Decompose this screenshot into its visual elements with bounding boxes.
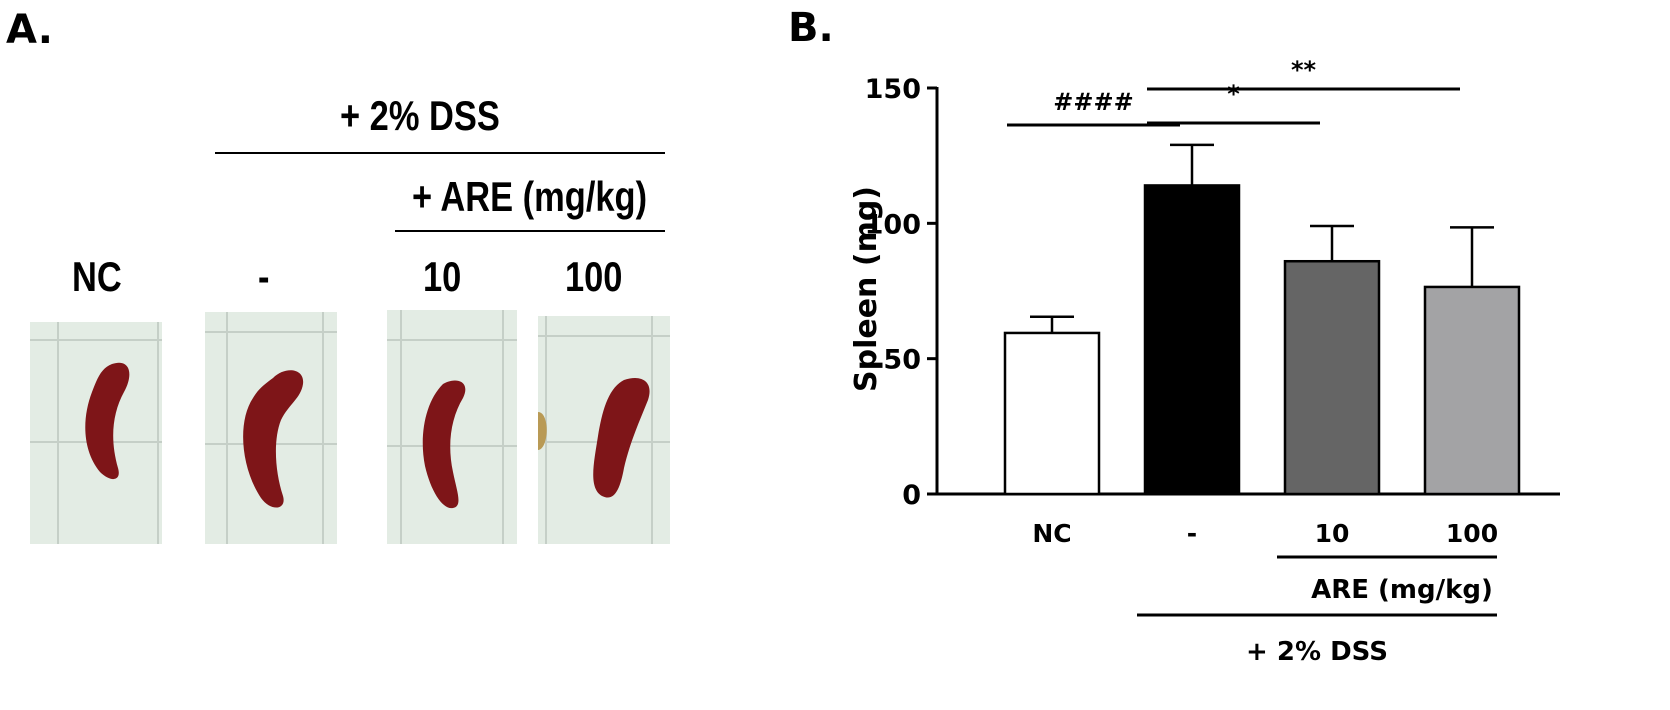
y-tick-label: 50 xyxy=(883,345,921,376)
y-axis-title: Spleen (mg) xyxy=(849,186,884,392)
spleen-photo-nc xyxy=(30,322,162,544)
significance-label: * xyxy=(1227,80,1240,108)
bar xyxy=(1283,259,1381,496)
group-bracket-label: ARE (mg/kg) xyxy=(1311,575,1493,605)
spleen-photo-dss xyxy=(205,312,337,544)
group-label-10: 10 xyxy=(423,253,462,300)
bar xyxy=(1003,331,1101,496)
spleen-photo-are-10 xyxy=(387,310,517,544)
dss-header: + 2% DSS xyxy=(340,92,500,139)
group-brackets-layer: ARE (mg/kg) + 2% DSS xyxy=(1137,555,1497,667)
bar xyxy=(1423,285,1521,496)
bars-layer xyxy=(1003,143,1521,496)
significance-layer: #### *** xyxy=(1007,60,1460,127)
group-label-100: 100 xyxy=(565,253,623,300)
bar xyxy=(1143,184,1241,496)
group-label-dss: - xyxy=(258,253,270,300)
group-label-nc: NC xyxy=(72,253,122,300)
are-header: + ARE (mg/kg) xyxy=(412,173,648,220)
panel-a-label: A. xyxy=(6,7,53,53)
y-tick-label: 150 xyxy=(865,74,921,105)
are-header-rule xyxy=(395,230,665,232)
x-tick-label: 100 xyxy=(1446,519,1498,548)
y-tick-label: 100 xyxy=(865,209,921,240)
x-tick-label: - xyxy=(1187,519,1197,548)
x-tick-label: 10 xyxy=(1315,519,1350,548)
panel-b-label: B. xyxy=(788,5,834,51)
dss-header-rule xyxy=(215,152,665,154)
x-tick-label: NC xyxy=(1032,519,1071,548)
spleen-photo-are-100 xyxy=(538,316,670,544)
significance-label: ** xyxy=(1291,60,1317,84)
group-bracket-label: + 2% DSS xyxy=(1246,637,1388,667)
significance-label: #### xyxy=(1053,88,1133,116)
y-tick-label: 0 xyxy=(902,480,921,511)
